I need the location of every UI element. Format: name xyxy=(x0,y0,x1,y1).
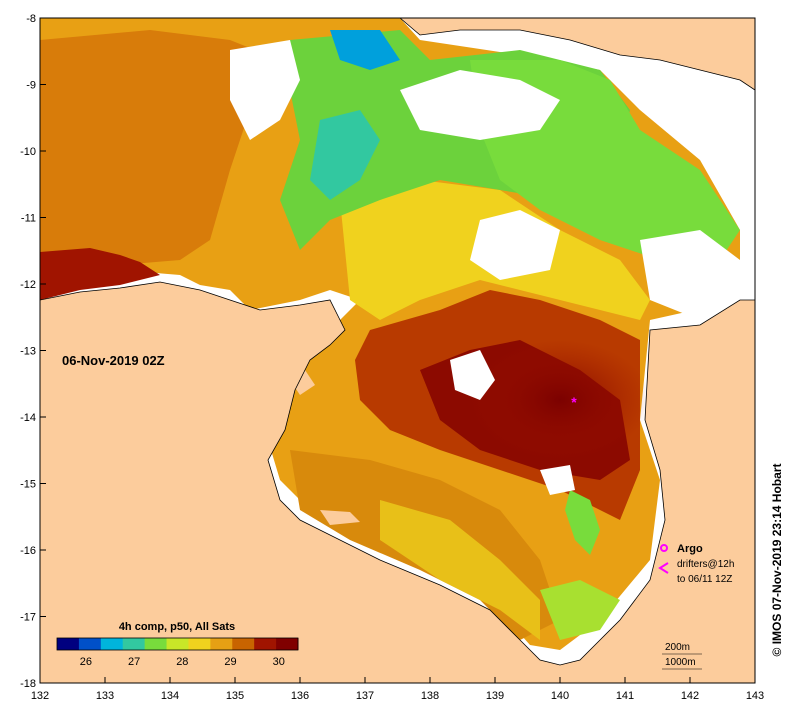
cloud-gap-3 xyxy=(640,230,740,320)
colorbar-tick-label: 27 xyxy=(128,656,140,668)
cloud-gap-6 xyxy=(540,465,575,495)
cloud-gap-2 xyxy=(470,210,560,280)
land-groote-eylandt xyxy=(290,370,315,395)
y-tick-label: -18 xyxy=(20,678,36,690)
y-tick-label: -13 xyxy=(20,346,36,358)
x-tick-label: 134 xyxy=(161,690,179,702)
coastline-north xyxy=(399,18,755,91)
x-axis: 132 133 134 135 136 137 138 139 140 141 142 143 xyxy=(31,677,764,702)
colorbar-swatch xyxy=(166,638,189,650)
colorbar-tick-label: 28 xyxy=(176,656,188,668)
y-tick-label: -14 xyxy=(20,412,36,424)
isobath-legend: 200m 1000m xyxy=(662,642,702,670)
argo-legend-icon xyxy=(660,544,668,552)
y-tick-label: -8 xyxy=(26,13,36,25)
sst-cool-teal xyxy=(310,110,380,200)
coastline-south xyxy=(40,281,755,666)
sst-field-west xyxy=(40,30,280,280)
colorbar-tick-label: 30 xyxy=(273,656,285,668)
y-tick-label: -12 xyxy=(20,279,36,291)
y-axis: -8 -9 -10 -11 -12 -13 -14 -15 -16 -17 -18 xyxy=(20,13,46,690)
sst-hot-west xyxy=(40,248,160,300)
y-tick-label: -11 xyxy=(21,213,36,225)
isobath-1000-label: 1000m xyxy=(665,657,696,668)
x-tick-label: 139 xyxy=(486,690,504,702)
y-tick-label: -9 xyxy=(26,80,36,92)
drifters-legend-label: drifters@12h xyxy=(677,559,734,570)
y-tick-label: -10 xyxy=(20,146,36,158)
land-new-guinea xyxy=(400,18,755,90)
argo-legend-label: Argo xyxy=(677,543,703,555)
colorbar-title: 4h comp, p50, All Sats xyxy=(119,621,235,633)
colorbar-swatch xyxy=(122,638,146,650)
cloud-gap-5 xyxy=(230,40,300,140)
drifter-legend: Argo drifters@12h to 06/11 12Z xyxy=(658,543,734,585)
isobath-200-label: 200m xyxy=(665,642,690,653)
colorbar-frame xyxy=(56,637,299,651)
colorbar-swatch xyxy=(232,638,255,650)
colorbar-swatch xyxy=(57,638,80,650)
colorbar-swatch xyxy=(78,638,102,650)
colorbar-swatch xyxy=(144,638,168,650)
x-tick-label: 141 xyxy=(616,690,634,702)
land-arnhem xyxy=(40,282,755,683)
y-tick-label: -16 xyxy=(20,545,36,557)
colorbar-swatch xyxy=(100,638,124,650)
sst-cool-southeast-2 xyxy=(540,580,620,640)
cloud-gap-4 xyxy=(450,350,495,400)
colorbar-tick-label: 26 xyxy=(80,656,92,668)
argo-float-marker: * xyxy=(571,394,577,410)
sst-field-south-yellow xyxy=(380,500,540,640)
sst-cool-southeast xyxy=(565,490,600,555)
map-plot-area: * xyxy=(40,18,755,683)
land-cape-york xyxy=(645,300,755,683)
colorbar-swatch xyxy=(254,638,277,650)
colorbar-swatch xyxy=(210,638,233,650)
x-tick-label: 133 xyxy=(96,690,114,702)
land-mornington-island xyxy=(320,510,360,525)
colorbar-ticks: 26 27 28 29 30 xyxy=(80,656,285,668)
x-tick-label: 135 xyxy=(226,690,244,702)
y-tick-label: -17 xyxy=(20,612,36,624)
credit-label: © IMOS 07-Nov-2019 23:14 Hobart xyxy=(770,464,784,657)
x-tick-label: 142 xyxy=(681,690,699,702)
x-tick-label: 137 xyxy=(356,690,374,702)
sst-hotspot xyxy=(470,340,650,460)
x-tick-label: 138 xyxy=(421,690,439,702)
y-tick-label: -15 xyxy=(20,479,36,491)
colorbar-swatch xyxy=(276,638,299,650)
drifter-legend-icon xyxy=(658,562,669,574)
colorbar: 4h comp, p50, All Sats 26 27 28 29 30 xyxy=(56,621,299,668)
colorbar-swatches xyxy=(57,638,299,650)
cloud-gap-1 xyxy=(400,70,560,140)
x-tick-label: 136 xyxy=(291,690,309,702)
sst-cool-blue xyxy=(330,30,400,70)
x-tick-label: 132 xyxy=(31,690,49,702)
drifters-range-label: to 06/11 12Z xyxy=(677,574,732,585)
date-label: 06-Nov-2019 02Z xyxy=(62,353,165,368)
x-tick-label: 143 xyxy=(746,690,764,702)
colorbar-tick-label: 29 xyxy=(224,656,236,668)
x-tick-label: 140 xyxy=(551,690,569,702)
colorbar-swatch xyxy=(188,638,211,650)
